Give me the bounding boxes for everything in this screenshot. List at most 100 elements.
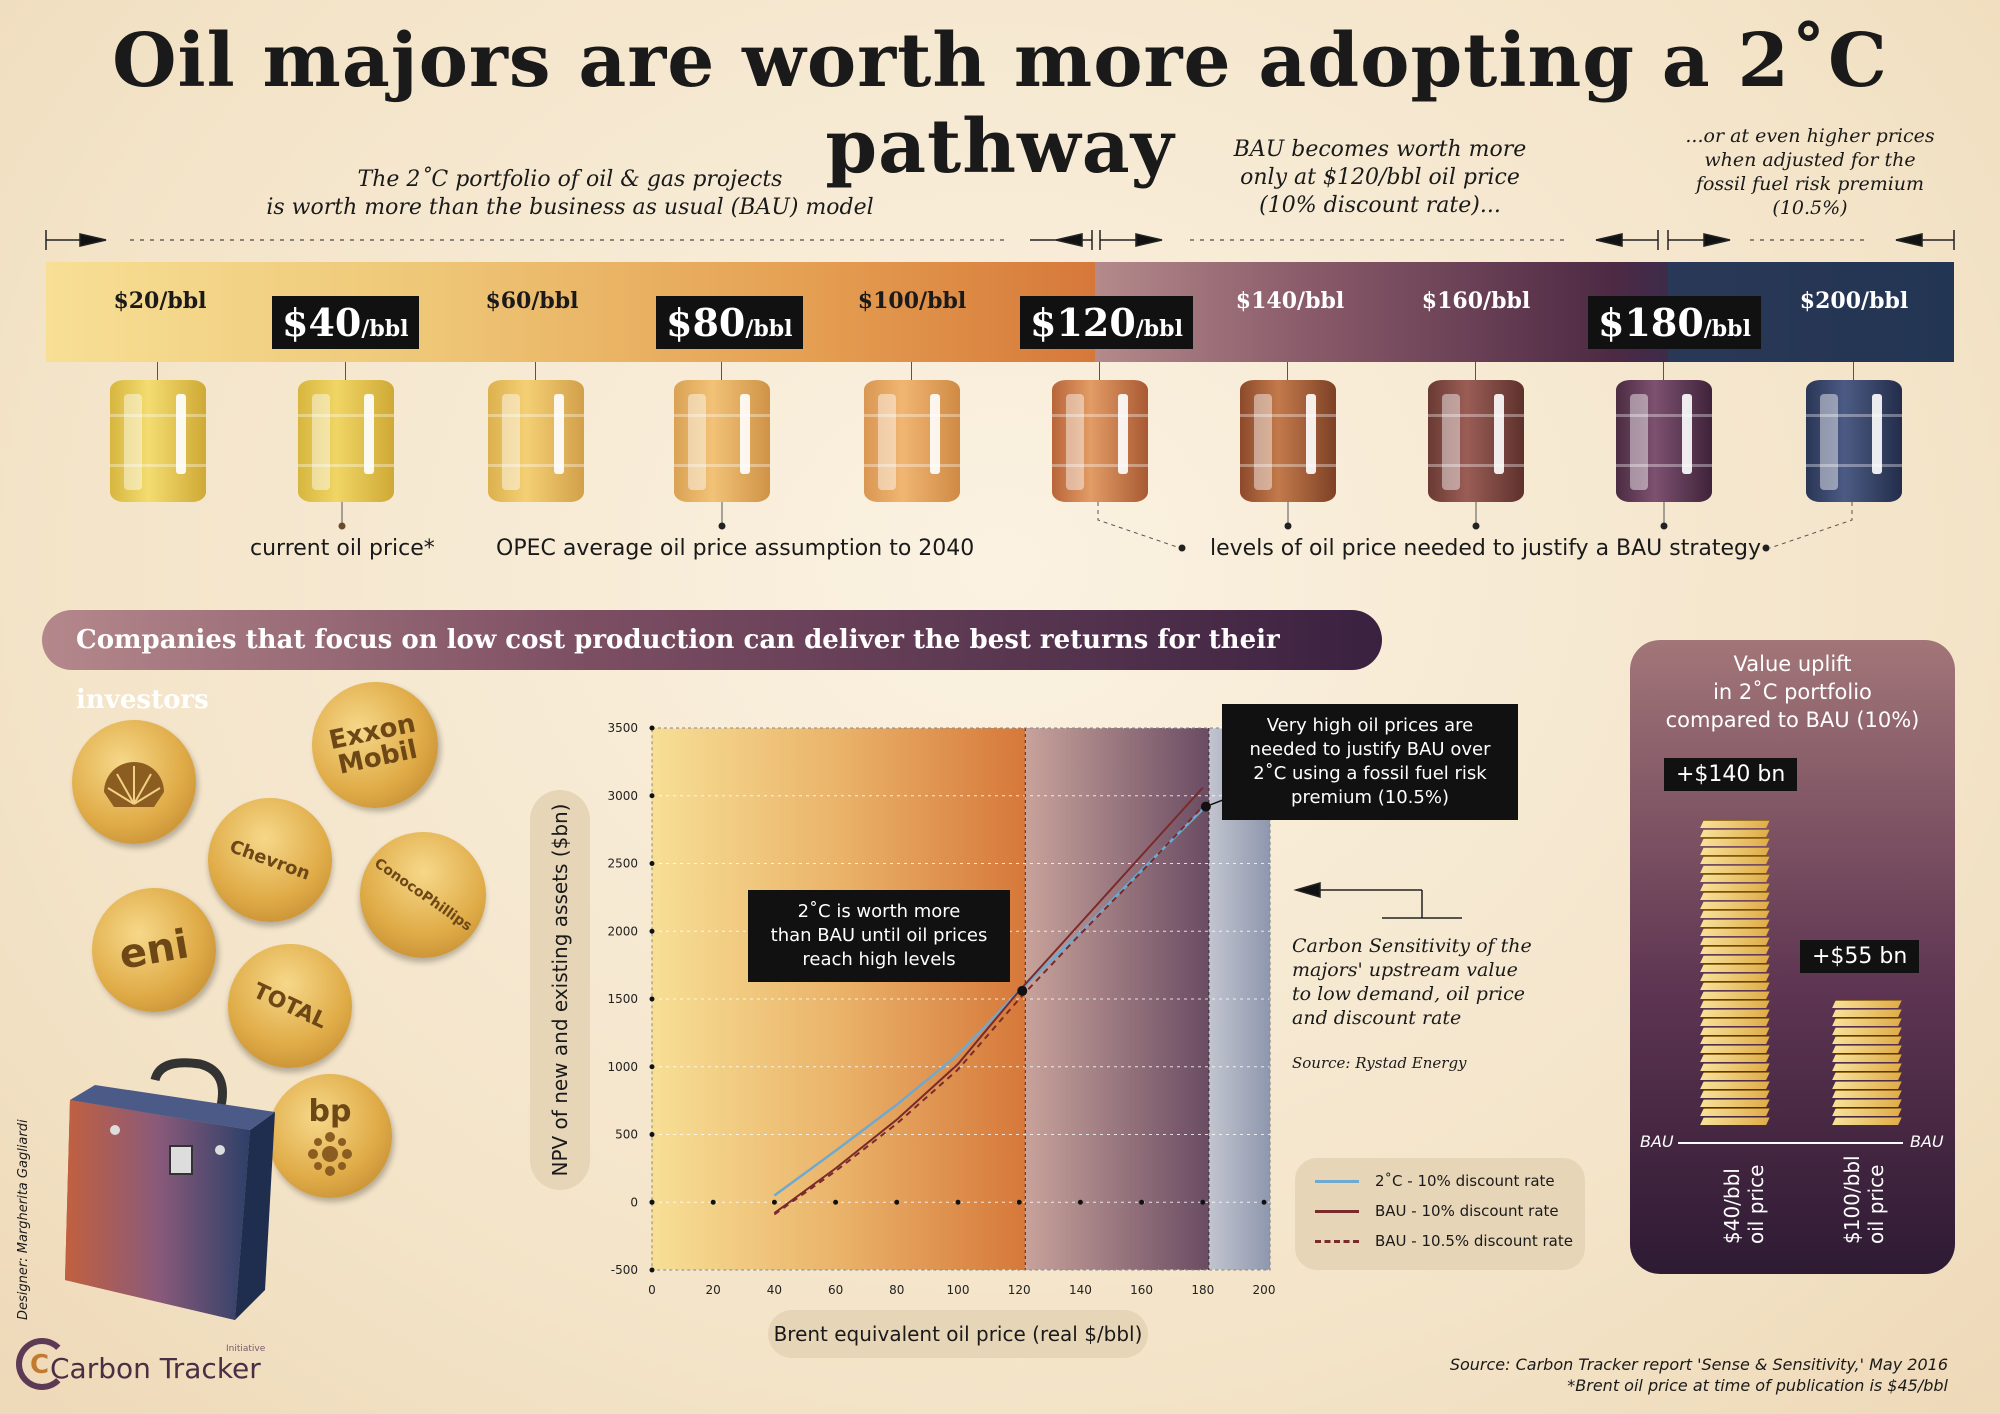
series-2c-10pct (773, 808, 1204, 1197)
banknote (1700, 901, 1770, 909)
banknote (1700, 1000, 1770, 1008)
note-risk-premium: ...or at even higher prices when adjuste… (1660, 124, 1960, 220)
price-value: $80 (666, 300, 746, 345)
y-tick-label: 2000 (607, 924, 638, 938)
bau-label-left: BAU (1640, 1132, 1674, 1151)
callout-line: than BAU until oil prices (770, 925, 988, 946)
y-tick-label: 1000 (607, 1060, 638, 1074)
banknote (1700, 865, 1770, 873)
barrel-icon (1428, 362, 1524, 502)
chart-xlabel: Brent equivalent oil price (real $/bbl) (773, 1322, 1143, 1346)
note-bau-120: BAU becomes worth more only at $120/bbl … (1200, 136, 1560, 220)
x-tick-label: 100 (947, 1283, 970, 1297)
banknote (1700, 1099, 1770, 1107)
x-tick-dot (710, 1199, 716, 1205)
x-tick-label: 20 (706, 1283, 721, 1297)
source-note: Source: Carbon Tracker report 'Sense & S… (1300, 1354, 1948, 1396)
banknote (1700, 1036, 1770, 1044)
banknote (1832, 1081, 1902, 1089)
col2-label: $100/bbl oil price (1840, 1155, 1888, 1244)
x-tick-label: 200 (1253, 1283, 1276, 1297)
banknote (1700, 856, 1770, 864)
price-unit: /bbl (159, 288, 207, 314)
barrel-connectors (338, 502, 1853, 552)
series-bau-10pct (773, 786, 1204, 1214)
banknote (1832, 1072, 1902, 1080)
shell-icon (104, 762, 164, 807)
bau-label-right: BAU (1910, 1132, 1944, 1151)
uplift-tag-55: +$55 bn (1800, 940, 1920, 973)
page-title: Oil majors are worth more adopting a 2˚C… (112, 18, 1888, 190)
callout-line: needed to justify BAU over (1249, 739, 1491, 760)
x-tick-dot (1139, 1199, 1145, 1205)
carbon-tracker-c-icon (16, 1338, 68, 1390)
price-180: $180/bbl (1588, 296, 1761, 349)
bp-helios-icon (308, 1131, 352, 1176)
panel-title-line: compared to BAU (10%) (1665, 708, 1920, 732)
source-line: Source: Carbon Tracker report 'Sense & S… (1449, 1355, 1948, 1374)
banknote (1832, 1090, 1902, 1098)
price-unit: /bbl (1483, 288, 1531, 314)
y-tick-label: 1500 (607, 992, 638, 1006)
side-note-line: to low demand, oil price (1292, 983, 1526, 1005)
note-2c-portfolio: The 2˚C portfolio of oil & gas projects … (260, 166, 880, 222)
logo-text: Exxon Mobil (326, 708, 421, 781)
banknote (1832, 1063, 1902, 1071)
x-tick-dot (955, 1199, 961, 1205)
designer-credit: Designer: Margherita Gagliardi (16, 1119, 31, 1320)
banknote (1832, 1045, 1902, 1053)
legend-label: BAU - 10.5% discount rate (1375, 1232, 1573, 1250)
y-tick-label: 500 (615, 1128, 638, 1142)
y-tick-label: 0 (630, 1195, 638, 1209)
side-note: Carbon Sensitivity of the majors' upstre… (1292, 934, 1532, 1030)
col-label-line: oil price (1864, 1164, 1888, 1244)
legend-bau-105: BAU - 10.5% discount rate (1315, 1232, 1573, 1250)
banknote-stack-icon (1832, 1000, 1904, 1132)
banknote (1700, 874, 1770, 882)
price-unit: /bbl (531, 288, 579, 314)
price-value: $20 (113, 288, 160, 314)
legend-swatch (1315, 1239, 1359, 1243)
x-tick-dot (771, 1199, 777, 1205)
side-note-line: and discount rate (1292, 1007, 1462, 1029)
price-120: $120/bbl (1020, 296, 1193, 349)
price-40: $40/bbl (272, 296, 419, 349)
legend-label: BAU - 10% discount rate (1375, 1202, 1559, 1220)
price-unit: /bbl (1703, 316, 1751, 342)
x-tick-label: 120 (1008, 1283, 1031, 1297)
region-2c-better (652, 728, 1026, 1270)
bau-baseline (1678, 1142, 1903, 1144)
price-100: $100/bbl (842, 288, 982, 314)
note-line: when adjusted for the (1704, 149, 1916, 171)
banknote (1700, 1108, 1770, 1116)
x-tick-label: 40 (767, 1283, 782, 1297)
banknote (1700, 883, 1770, 891)
y-tick-dot (649, 725, 655, 731)
price-value: $140 (1235, 288, 1298, 314)
callout-2c-worth-more: 2˚C is worth more than BAU until oil pri… (748, 890, 1010, 982)
x-tick-label: 60 (828, 1283, 843, 1297)
x-tick-label: 180 (1191, 1283, 1214, 1297)
price-value: $60 (485, 288, 532, 314)
note-line: is worth more than the business as usual… (266, 195, 874, 220)
price-unit: /bbl (1861, 288, 1909, 314)
label-current-price: current oil price* (250, 536, 435, 561)
barrel-icon (674, 362, 770, 502)
banknote (1700, 1018, 1770, 1026)
banknote (1832, 1027, 1902, 1035)
price-unit: /bbl (745, 316, 793, 342)
banknote (1700, 955, 1770, 963)
col-label-line: $40/bbl (1720, 1168, 1744, 1244)
chart-legend: 2˚C - 10% discount rate BAU - 10% discou… (1295, 1158, 1585, 1270)
note-line: only at $120/bbl oil price (1240, 165, 1520, 190)
note-line: BAU becomes worth more (1233, 137, 1527, 162)
banknote (1700, 1090, 1770, 1098)
value-uplift-panel: Value uplift in 2˚C portfolio compared t… (1630, 640, 1955, 1274)
callout-line: 2˚C is worth more (797, 901, 961, 922)
price-value: $100 (857, 288, 920, 314)
barrel-icon (1052, 362, 1148, 502)
banknote (1700, 838, 1770, 846)
legend-bau-10: BAU - 10% discount rate (1315, 1202, 1559, 1220)
legend-swatch (1315, 1179, 1359, 1183)
y-tick-dot (649, 1132, 655, 1137)
